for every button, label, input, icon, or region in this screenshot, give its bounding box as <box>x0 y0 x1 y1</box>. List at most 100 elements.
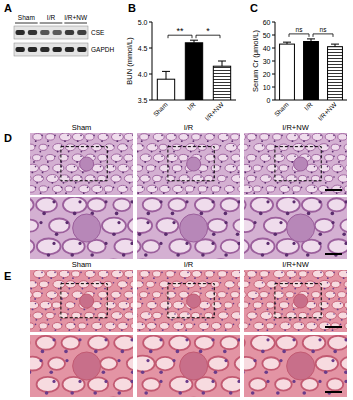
tubule <box>137 144 144 151</box>
tubule <box>111 154 122 161</box>
nucleus <box>229 391 233 395</box>
tubule <box>244 281 249 287</box>
tubule <box>266 302 274 308</box>
nucleus <box>288 145 290 147</box>
nucleus <box>126 187 128 189</box>
nucleus <box>55 192 57 194</box>
tubule <box>244 144 248 150</box>
tubule <box>39 323 47 329</box>
tubule <box>173 301 185 309</box>
tubule <box>254 322 265 329</box>
nucleus <box>308 151 310 153</box>
nucleus <box>200 212 204 216</box>
nucleus <box>307 272 309 274</box>
tubule <box>325 271 335 278</box>
tubule <box>319 144 330 151</box>
nucleus <box>67 313 69 315</box>
tubule <box>332 301 344 309</box>
nucleus <box>48 145 50 147</box>
y-tick-label: 60 <box>263 19 271 26</box>
nucleus <box>33 161 35 163</box>
nucleus <box>199 192 201 194</box>
nucleus <box>244 172 246 174</box>
tubule <box>30 239 34 255</box>
blot-strip <box>14 43 88 56</box>
nucleus <box>162 329 164 331</box>
nucleus <box>181 303 183 305</box>
nucleus <box>326 161 328 163</box>
tubule <box>172 165 181 172</box>
error-bar <box>331 44 339 47</box>
nucleus <box>142 145 144 147</box>
nucleus <box>275 324 277 326</box>
nucleus <box>206 277 208 279</box>
nucleus <box>47 253 51 257</box>
nucleus <box>208 161 210 163</box>
chart: 0102030405060Serum Cr (μmol/L)ShamI/RI/R… <box>251 19 347 122</box>
tubule <box>224 323 232 329</box>
nucleus <box>55 232 59 236</box>
nucleus <box>64 140 66 142</box>
figure: ABCDEShamI/RI/R+NWCSEGAPDH3.54.04.55.0BU… <box>0 0 353 400</box>
nucleus <box>185 200 188 203</box>
nucleus <box>277 298 279 300</box>
nucleus <box>249 166 251 168</box>
nucleus <box>249 282 251 284</box>
nucleus <box>93 313 95 315</box>
tubule <box>267 164 278 172</box>
tubule <box>105 301 116 309</box>
tubule <box>156 218 178 233</box>
tubule <box>30 312 31 319</box>
nucleus <box>67 155 69 157</box>
tubule <box>306 185 318 193</box>
tubule <box>279 302 288 309</box>
nucleus <box>102 370 106 374</box>
nucleus <box>255 292 257 294</box>
nucleus <box>218 298 220 300</box>
nucleus <box>293 309 295 311</box>
nucleus <box>207 324 209 326</box>
column-label: Sham <box>72 123 92 132</box>
tubule <box>30 197 34 212</box>
y-tick <box>272 35 275 36</box>
nucleus <box>322 309 324 311</box>
tubule <box>118 322 129 329</box>
nucleus <box>344 380 347 383</box>
nucleus <box>292 242 295 245</box>
bar <box>185 43 202 100</box>
nucleus <box>139 329 141 331</box>
nucleus <box>46 319 48 321</box>
nucleus <box>226 292 228 294</box>
sig-label: ns <box>296 26 304 33</box>
tubule <box>198 144 206 150</box>
nucleus <box>233 166 235 168</box>
tubule <box>166 133 176 140</box>
nucleus <box>53 309 55 311</box>
nucleus <box>65 221 68 224</box>
tubule <box>159 144 167 150</box>
y-tick <box>149 22 152 23</box>
micrograph <box>30 133 133 195</box>
tubule <box>111 291 121 298</box>
significance: ns <box>289 26 309 37</box>
nucleus <box>230 151 232 153</box>
nucleus <box>331 212 335 216</box>
tubule <box>279 144 288 150</box>
nucleus <box>314 324 316 326</box>
nucleus <box>158 161 160 163</box>
nucleus <box>104 200 107 203</box>
nucleus <box>223 350 227 354</box>
nucleus <box>314 187 316 189</box>
nucleus <box>148 135 150 137</box>
nucleus <box>211 380 214 383</box>
tubule <box>140 175 150 182</box>
tubule <box>205 291 216 299</box>
nucleus <box>74 166 76 168</box>
nucleus <box>211 242 214 245</box>
nucleus <box>226 176 228 178</box>
tubule <box>238 301 240 308</box>
tubule <box>65 186 73 192</box>
nucleus <box>48 303 50 305</box>
nucleus <box>95 151 97 153</box>
tissue-bg <box>137 133 240 195</box>
